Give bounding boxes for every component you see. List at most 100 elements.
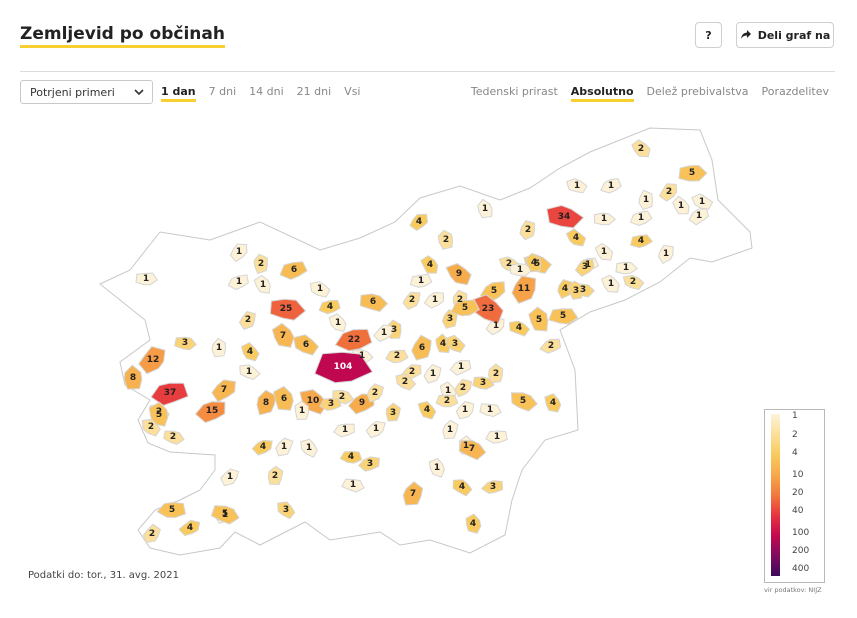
municipality-region[interactable] [480,480,504,494]
municipality-region[interactable] [178,519,201,537]
municipality-region[interactable] [678,164,708,182]
tab-7-dni[interactable]: 7 dni [208,85,237,98]
municipality-region[interactable] [409,213,429,232]
help-button[interactable]: ? [695,22,722,48]
municipality-region[interactable] [123,364,143,390]
municipality-region[interactable] [485,430,508,444]
tab-delez-prebivalstva[interactable]: Delež prebivalstva [646,85,749,98]
tab-vsi[interactable]: Vsi [344,85,361,98]
municipality-region[interactable] [148,401,169,427]
municipality-region[interactable] [458,440,487,461]
tab-absolutno[interactable]: Absolutno [570,85,634,102]
municipality-region[interactable] [210,505,240,525]
municipality-region[interactable] [293,334,320,356]
municipality-region[interactable] [138,346,166,375]
municipality-region[interactable] [631,139,651,158]
municipality-region[interactable] [452,479,473,497]
municipality-region[interactable] [449,360,472,376]
municipality-region[interactable] [269,298,307,321]
municipality-region[interactable] [615,261,638,275]
municipality-region[interactable] [510,392,538,412]
municipality-region[interactable] [334,328,373,352]
municipality-region[interactable] [402,481,424,506]
municipality-region[interactable] [455,401,475,420]
municipality-region[interactable] [657,244,674,265]
municipality-region[interactable] [437,229,454,250]
municipality-region[interactable] [539,338,562,354]
municipality-region[interactable] [273,385,294,411]
municipality-region[interactable] [519,220,536,241]
metric-select[interactable]: Potrjeni primeri [20,80,153,104]
tab-14-dni[interactable]: 14 dni [249,85,284,98]
municipality-region[interactable] [435,394,459,408]
municipality-region[interactable] [174,336,198,351]
municipality-region[interactable] [450,299,480,317]
municipality-region[interactable] [488,363,504,384]
municipality-region[interactable] [267,465,284,486]
municipality-region[interactable] [135,272,158,286]
municipality-region[interactable] [309,281,331,298]
municipality-region[interactable] [477,198,493,219]
municipality-region[interactable] [373,324,394,343]
municipality-region[interactable] [479,403,502,418]
municipality-region[interactable] [277,501,296,520]
municipality-region[interactable] [211,337,227,358]
municipality-region[interactable] [402,291,421,310]
municipality-region[interactable] [339,450,363,464]
municipality-region[interactable] [574,259,595,277]
municipality-region[interactable] [629,234,654,249]
municipality-region[interactable] [294,400,310,421]
municipality-region[interactable] [251,439,273,456]
municipality-region[interactable] [546,204,585,229]
municipality-region[interactable] [385,402,401,422]
municipality-region[interactable] [241,341,260,362]
municipality-region[interactable] [220,468,240,487]
municipality-region[interactable] [385,349,409,364]
municipality-region[interactable] [318,299,341,315]
municipality-region[interactable] [593,212,616,226]
municipality-region[interactable] [594,242,614,261]
municipality-region[interactable] [688,208,710,226]
municipality-region[interactable] [423,364,442,384]
municipality-region[interactable] [454,378,473,398]
municipality-region[interactable] [442,419,459,440]
municipality-region[interactable] [544,393,562,413]
municipality-region[interactable] [600,274,620,293]
municipality-region[interactable] [409,273,433,288]
municipality-region[interactable] [319,397,342,411]
municipality-region[interactable] [638,189,653,211]
municipality-region[interactable] [411,334,432,361]
municipality-region[interactable] [366,383,384,403]
tab-1-dan[interactable]: 1 dan [161,85,196,102]
municipality-region[interactable] [622,274,645,291]
municipality-region[interactable] [227,274,249,291]
municipality-region[interactable] [194,401,226,424]
municipality-region[interactable] [423,291,445,309]
municipality-region[interactable] [365,420,386,439]
municipality-region[interactable] [691,193,714,210]
municipality-region[interactable] [472,376,495,390]
municipality-region[interactable] [341,478,365,493]
tab-21-dni[interactable]: 21 dni [296,85,332,98]
municipality-region[interactable] [239,364,261,380]
municipality-region[interactable] [359,293,389,313]
municipality-region[interactable] [314,351,374,384]
municipality-region[interactable] [508,320,531,337]
municipality-region[interactable] [141,418,161,437]
municipality-region[interactable] [420,255,439,274]
tab-porazdelitev[interactable]: Porazdelitev [761,85,829,98]
municipality-region[interactable] [565,228,587,247]
municipality-region[interactable] [629,210,653,227]
municipality-region[interactable] [445,263,472,286]
municipality-region[interactable] [428,458,445,478]
municipality-region[interactable] [275,437,294,457]
municipality-region[interactable] [465,513,482,534]
municipality-region[interactable] [271,322,295,348]
municipality-region[interactable] [417,401,437,420]
municipality-region[interactable] [238,311,256,331]
municipality-region[interactable] [156,501,187,519]
municipality-region[interactable] [445,334,466,353]
share-button[interactable]: Deli graf na [736,22,834,48]
municipality-region[interactable] [600,178,622,194]
municipality-region[interactable] [142,523,161,544]
